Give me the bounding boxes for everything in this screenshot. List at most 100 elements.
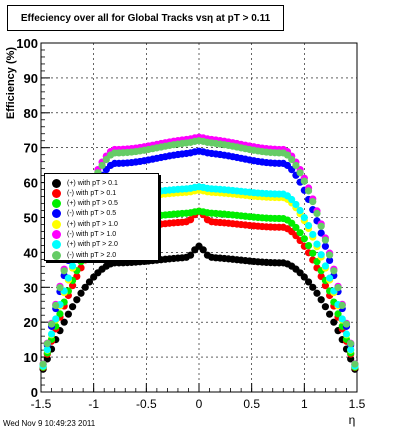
data-point [73,296,81,304]
data-point [47,320,56,328]
data-point [47,330,56,338]
data-point [69,262,77,270]
y-tick-label: 50 [24,211,38,226]
data-point [304,187,313,195]
data-point [351,360,359,368]
data-point [321,262,329,270]
data-point [326,256,334,265]
data-point [60,267,68,275]
legend-label: (-) with pT > 1.0 [67,231,117,238]
y-tick-label: 80 [24,106,38,121]
data-point [64,274,72,282]
data-point [313,258,321,266]
y-tick-label: 30 [24,280,38,295]
y-tick-label: 100 [16,36,38,51]
data-point [334,310,342,318]
data-point [292,223,300,232]
legend-label: (+) with pT > 0.1 [67,179,118,187]
legend-marker [52,250,61,260]
data-point [56,310,64,318]
data-point [317,229,325,237]
data-point [300,177,308,185]
data-point [186,251,195,259]
data-point [56,284,64,292]
legend-label: (+) with pT > 2.0 [67,241,118,249]
data-point [313,289,321,297]
data-point [69,303,77,311]
legend-label: (-) with pT > 2.0 [67,251,117,259]
data-point [313,209,321,217]
legend-entry: (+) with pT > 2.0 [45,240,158,250]
data-point [309,230,317,239]
data-point [338,301,346,309]
data-point [326,310,334,318]
data-point [52,315,60,323]
data-point [296,229,304,237]
legend-marker [52,209,61,219]
x-tick-label: 0.5 [243,397,260,411]
x-tick-label: -0.5 [136,397,157,411]
data-point [43,346,51,354]
data-point [317,296,325,304]
legend-entry: (+) with pT > 0.1 [45,178,158,188]
data-point [313,240,321,248]
data-point [321,303,329,311]
data-point [85,278,94,286]
data-point [309,198,317,206]
data-point [304,278,313,286]
data-point [334,284,342,292]
legend-marker [52,199,61,209]
legend-marker [52,240,61,250]
legend-label: (-) with pT > 0.5 [67,210,117,218]
data-point [304,221,313,230]
tick-labels: -1.5 -1 -0.5 0 0.5 1 1.5 0 10 20 30 40 50 60 70 80 90 100 [16,36,365,411]
data-point [69,282,77,290]
data-point [317,222,325,230]
legend-label: (+) with pT > 1.0 [67,220,118,228]
data-point [338,315,346,323]
data-point [199,246,207,254]
legend-marker [52,230,61,239]
y-tick-label: 0 [31,385,38,400]
data-point [342,320,351,328]
x-axis-label: η [349,413,356,427]
data-point [321,282,329,290]
data-point [309,249,317,257]
y-tick-label: 10 [24,350,38,365]
x-tick-label: 1.5 [349,397,366,411]
data-point [330,318,338,326]
data-point [98,161,106,170]
legend-entry: (+) with pT > 1.0 [45,219,158,229]
data-point [326,251,334,259]
data-point [186,216,195,224]
chart-title: Effeciency over all for Global Tracks vs… [7,5,284,31]
data-point [43,340,51,348]
legend-label: (+) with pT > 0.5 [67,200,118,208]
data-point [300,235,308,243]
legend-entry: (-) with pT > 0.1 [45,188,158,198]
data-point [292,161,300,170]
data-point [304,241,313,250]
timestamp: Wed Nov 9 10:49:23 2011 [3,419,96,428]
data-point [300,213,308,222]
y-tick-label: 70 [24,141,38,156]
data-point [81,283,89,291]
data-point [52,301,60,309]
data-point [326,274,334,282]
data-point [288,155,296,164]
y-tick-label: 90 [24,71,38,86]
data-point [64,310,72,318]
data-point [317,251,325,259]
legend-label: (-) with pT > 0.1 [67,189,117,197]
legend-marker [52,188,61,198]
y-tick-label: 60 [24,176,38,191]
data-point [321,242,329,250]
x-tick-label: 1 [301,397,308,411]
data-point [296,206,304,215]
grid [40,42,358,393]
data-point [292,200,300,209]
legend-marker [52,178,61,188]
data-point [347,346,355,354]
data-point [296,169,304,177]
data-point [300,273,308,281]
